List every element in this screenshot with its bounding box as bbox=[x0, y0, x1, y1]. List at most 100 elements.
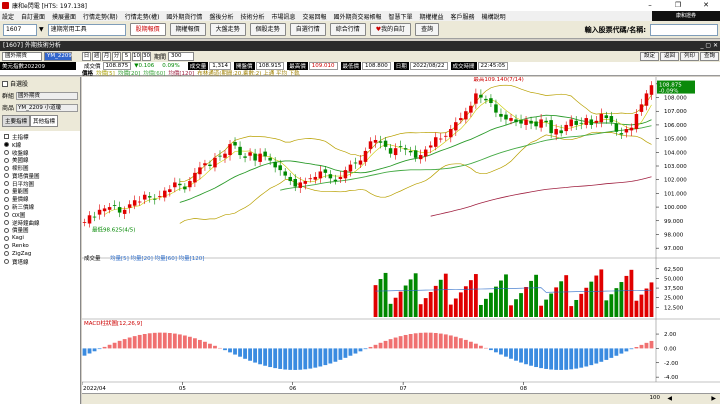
radio-icon[interactable] bbox=[4, 220, 9, 226]
candle-body bbox=[198, 167, 202, 175]
market-select[interactable]: 國外期貨 bbox=[2, 52, 42, 61]
toolbar-button-composite[interactable]: 綜合行情 bbox=[329, 23, 366, 36]
indicator-item[interactable]: K線 bbox=[4, 141, 80, 149]
radio-icon[interactable] bbox=[4, 243, 9, 249]
indicator-item[interactable]: 收盤線 bbox=[4, 149, 80, 157]
radio-icon[interactable] bbox=[4, 204, 9, 210]
radio-icon[interactable] bbox=[4, 251, 9, 257]
indicator-group-header[interactable]: 主指標 bbox=[4, 133, 80, 141]
macd-bar bbox=[167, 333, 172, 349]
menu-item[interactable]: 設定 bbox=[2, 13, 15, 21]
menu-item[interactable]: 摸展畫面 bbox=[52, 13, 77, 21]
tool-select[interactable]: 速期常用工具 bbox=[47, 23, 126, 36]
toolbar-button-market-trend[interactable]: 大盤走勢 bbox=[209, 23, 246, 36]
technical-chart[interactable]: 109.000108.000107.000106.000105.000104.0… bbox=[81, 75, 720, 393]
symbol-select[interactable]: YM_2209 bbox=[44, 52, 72, 61]
period-week[interactable]: 週 bbox=[92, 52, 101, 61]
chart-area[interactable]: 109.000108.000107.000106.000105.000104.0… bbox=[81, 75, 720, 404]
radio-icon[interactable] bbox=[4, 149, 9, 155]
query-button[interactable]: 查詢 bbox=[415, 23, 440, 36]
indicator-item[interactable]: 量能圖 bbox=[4, 188, 80, 195]
menu-item[interactable]: 智慧下單 bbox=[388, 13, 413, 21]
indicator-item[interactable]: Renko bbox=[4, 242, 80, 250]
radio-icon[interactable] bbox=[4, 165, 9, 171]
indicator-item[interactable]: ZigZag bbox=[4, 250, 80, 258]
menu-item[interactable]: 技術分析 bbox=[240, 13, 265, 21]
scroll-left-icon[interactable]: ◀ bbox=[667, 395, 672, 402]
tab-main-indicators[interactable]: 主要指標 bbox=[2, 115, 31, 127]
radio-icon[interactable] bbox=[4, 259, 9, 265]
macd-bar bbox=[117, 340, 122, 349]
menu-item[interactable]: 期權權益 bbox=[419, 13, 444, 21]
print-button[interactable]: 列印 bbox=[679, 52, 699, 61]
trade-time: 22:45:05 bbox=[477, 61, 509, 70]
candle-body bbox=[353, 162, 358, 164]
menu-item[interactable]: 行情走勢(期) bbox=[83, 13, 118, 21]
candle-body bbox=[519, 120, 523, 124]
arrow-down-icon[interactable]: ▼ bbox=[39, 26, 44, 33]
radio-icon[interactable] bbox=[4, 173, 9, 179]
search-button[interactable]: 查詢 bbox=[699, 52, 719, 61]
period-minute[interactable]: 分 bbox=[112, 52, 121, 61]
toolbar-button-stock-trend[interactable]: 個股走勢 bbox=[249, 23, 286, 36]
toolbar-button-option-quote[interactable]: 期權報價 bbox=[169, 23, 206, 36]
indicator-item[interactable]: 日平均圖 bbox=[4, 180, 80, 188]
radio-icon[interactable] bbox=[4, 235, 9, 241]
radio-icon[interactable] bbox=[4, 196, 9, 202]
expand-icon[interactable] bbox=[4, 134, 9, 140]
indicator-item[interactable]: 美國線 bbox=[4, 156, 80, 164]
menu-item[interactable]: 國外期貨行情 bbox=[166, 13, 203, 21]
period-30[interactable]: 30 bbox=[142, 52, 151, 61]
settings-button[interactable]: 設定 bbox=[639, 52, 659, 61]
period-month[interactable]: 月 bbox=[102, 52, 111, 61]
radio-icon[interactable] bbox=[4, 188, 9, 194]
toolbar-button-quote[interactable]: 股期報價 bbox=[129, 23, 166, 36]
back-button[interactable]: 返回 bbox=[659, 52, 679, 61]
radio-icon[interactable] bbox=[4, 142, 9, 148]
indicator-item[interactable]: 量價線 bbox=[4, 195, 80, 203]
indicator-item[interactable]: 寶塔價量圖 bbox=[4, 172, 80, 180]
menu-item[interactable]: 機構說明 bbox=[481, 13, 506, 21]
indicator-item[interactable]: OX圖 bbox=[4, 211, 80, 219]
indicator-item[interactable]: 價量圖 bbox=[4, 227, 80, 234]
period-day[interactable]: 日 bbox=[82, 52, 91, 61]
radio-icon[interactable] bbox=[4, 212, 9, 218]
candle-body bbox=[504, 114, 508, 120]
indicator-item[interactable]: 寶塔線 bbox=[4, 258, 80, 266]
radio-icon[interactable] bbox=[4, 181, 9, 187]
menu-item[interactable]: 自訂畫面 bbox=[21, 13, 46, 21]
menu-item[interactable]: 盤後分析 bbox=[209, 13, 234, 21]
indicator-item[interactable]: 新三價線 bbox=[4, 203, 80, 211]
radio-icon[interactable] bbox=[4, 227, 9, 233]
indicator-item[interactable]: Kagi bbox=[4, 234, 80, 242]
group-select[interactable]: 國外期貨 bbox=[16, 91, 78, 100]
toolbar-button-watchlist[interactable]: 自選行情 bbox=[289, 23, 326, 36]
period-value-input[interactable]: 300 bbox=[168, 52, 195, 61]
menu-item[interactable]: 國外期貨交易帳報 bbox=[333, 13, 382, 21]
menu-item[interactable]: 市場訊息 bbox=[271, 13, 296, 21]
menu-item[interactable]: 行情走勢(權) bbox=[124, 13, 160, 21]
minimize-button[interactable]: – bbox=[648, 1, 652, 9]
radio-icon[interactable] bbox=[4, 157, 9, 163]
volume-bar bbox=[574, 299, 579, 317]
code-input[interactable]: 1607 bbox=[3, 23, 37, 36]
volume-bar bbox=[584, 287, 589, 317]
stock-search-input[interactable] bbox=[650, 23, 718, 36]
subwindow-controls[interactable]: _ ▢ ✕ bbox=[700, 42, 718, 49]
my-custom-button[interactable]: ♥我的自訂 bbox=[369, 23, 412, 36]
macd-bar bbox=[198, 339, 202, 349]
indicator-item[interactable]: 樑形圖 bbox=[4, 164, 80, 172]
auto-stock-checkbox[interactable] bbox=[2, 80, 8, 87]
scroll-right-icon[interactable]: ▶ bbox=[711, 395, 716, 402]
period-10[interactable]: 10 bbox=[132, 52, 141, 61]
menu-item[interactable]: 交易回報 bbox=[302, 13, 327, 21]
tab-other-indicators[interactable]: 其他指標 bbox=[30, 115, 59, 127]
chart-scrollbar[interactable]: 100 ◀ ▶ bbox=[82, 393, 720, 404]
product-select[interactable]: YM_2209 小道瓊 bbox=[16, 103, 78, 112]
restore-button[interactable]: ❐ bbox=[674, 1, 682, 9]
close-button[interactable]: ✕ bbox=[703, 1, 709, 9]
menu-item[interactable]: 客戶服務 bbox=[450, 13, 475, 21]
period-5[interactable]: 5 bbox=[122, 52, 131, 61]
macd-bar bbox=[132, 336, 137, 349]
indicator-item[interactable]: 逆時鐘曲線 bbox=[4, 219, 80, 227]
